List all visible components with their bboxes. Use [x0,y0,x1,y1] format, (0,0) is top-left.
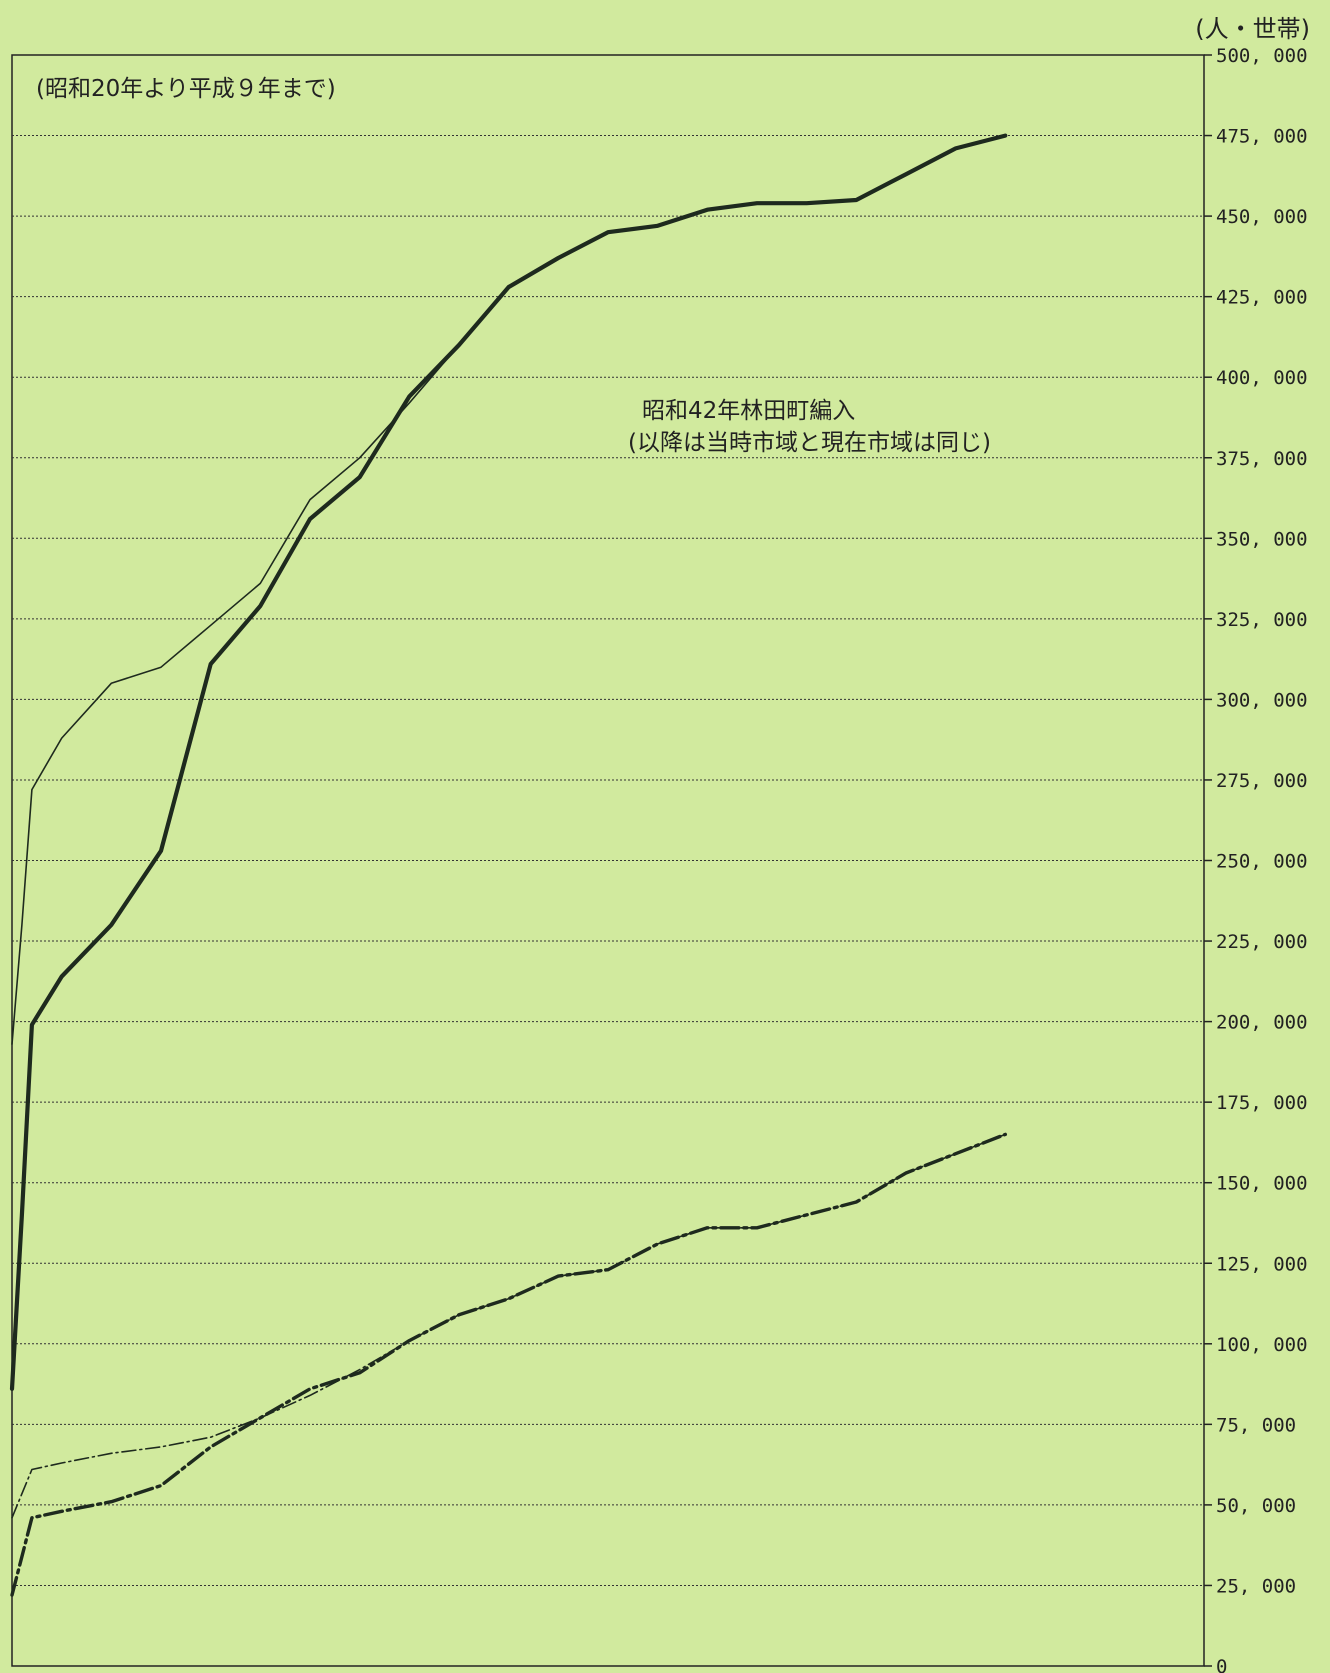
unit-label: (人・世帯) [1195,15,1310,43]
y-tick-label-11: 275, 000 [1216,770,1308,792]
gridlines [12,135,1204,1586]
y-axis-ticks: 0 25, 000 50, 000 75, 000 100, 000 125, 000 15… [1204,45,1308,1673]
series-line-thin-dashdot [11,1133,1007,1519]
y-tick-label-13: 325, 000 [1216,609,1308,631]
period-note: (昭和20年より平成９年まで) [36,76,336,102]
y-tick-label-17: 425, 000 [1216,287,1308,309]
y-tick-label-10: 250, 000 [1216,851,1308,873]
y-tick-label-0: 0 [1216,1656,1227,1673]
series-line-thick-dashdot [10,1132,1007,1597]
y-tick-label-20: 500, 000 [1216,45,1308,67]
series-lines [9,133,1008,1597]
y-tick-label-3: 75, 000 [1216,1414,1296,1436]
y-tick-label-6: 150, 000 [1216,1173,1308,1195]
y-tick-label-15: 375, 000 [1216,448,1308,470]
annotation-line-2: (以降は当時市域と現在市域は同じ) [628,430,991,456]
y-tick-label-19: 475, 000 [1216,126,1308,148]
series-line-thick-solid [9,133,1008,1392]
y-tick-label-16: 400, 000 [1216,367,1308,389]
y-tick-label-1: 25, 000 [1216,1575,1296,1597]
y-tick-label-4: 100, 000 [1216,1334,1308,1356]
y-tick-label-2: 50, 000 [1216,1495,1296,1517]
y-tick-label-14: 350, 000 [1216,528,1308,550]
y-tick-label-7: 175, 000 [1216,1092,1308,1114]
annotation-line-1: 昭和42年林田町編入 [642,398,855,424]
y-tick-label-5: 125, 000 [1216,1253,1308,1275]
y-tick-label-9: 225, 000 [1216,931,1308,953]
y-tick-label-12: 300, 000 [1216,689,1308,711]
y-tick-label-18: 450, 000 [1216,206,1308,228]
y-tick-label-8: 200, 000 [1216,1012,1308,1034]
series-line-thin-solid [11,134,1007,1045]
